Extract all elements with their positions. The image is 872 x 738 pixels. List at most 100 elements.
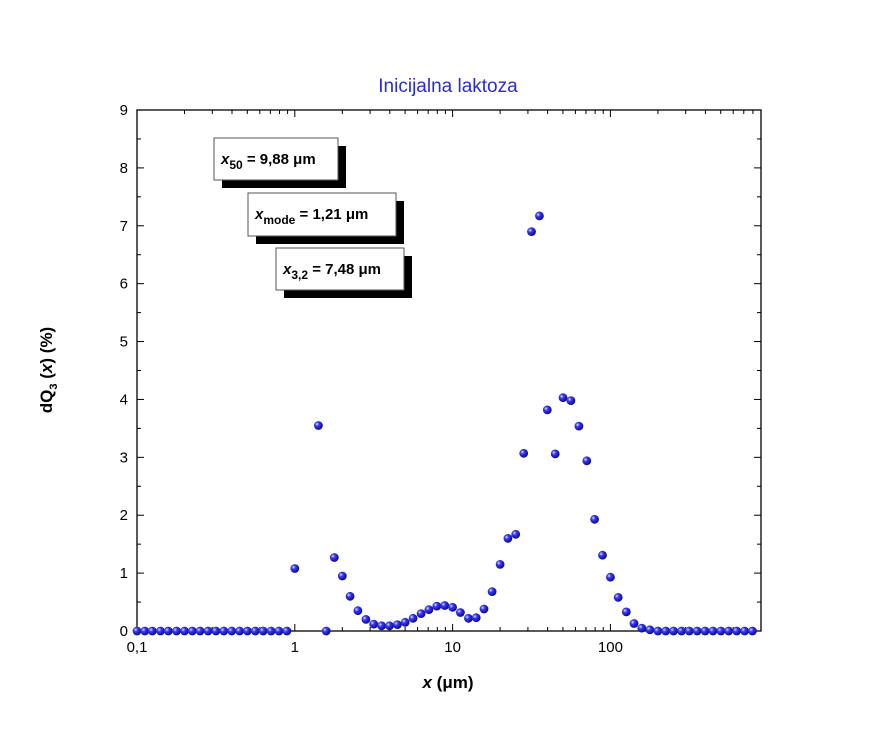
data-point [140, 626, 150, 636]
data-point [732, 626, 742, 636]
data-point [400, 617, 410, 627]
data-point [574, 421, 584, 431]
data-point [566, 396, 576, 405]
data-point [424, 605, 434, 614]
y-tick-label: 5 [120, 334, 128, 351]
data-point [724, 626, 734, 636]
data-point [408, 613, 418, 623]
data-point [416, 609, 426, 618]
data-point [219, 626, 229, 636]
chart-title: Inicijalna laktoza [378, 76, 518, 97]
data-point [535, 211, 544, 221]
y-tick-label: 8 [120, 160, 128, 177]
annotation-x50: x50 = 9,88 μm [213, 137, 346, 188]
data-point [180, 626, 189, 636]
data-point [527, 227, 536, 237]
data-point [519, 448, 529, 458]
data-point [235, 626, 245, 636]
data-point [172, 626, 181, 636]
data-point [195, 626, 205, 636]
data-point [590, 514, 599, 524]
data-point [377, 621, 386, 631]
data-point [345, 591, 355, 601]
data-point [661, 626, 671, 636]
data-point [147, 626, 157, 636]
x-axis-label: x (μm) [421, 673, 473, 692]
data-point [321, 626, 331, 636]
y-tick-label: 1 [120, 565, 128, 582]
data-point [677, 626, 686, 636]
annotation-x32: x3,2 = 7,48 μm [275, 247, 412, 298]
data-point [329, 553, 339, 562]
data-point [250, 626, 260, 636]
data-point [606, 572, 615, 582]
data-point [385, 621, 394, 631]
data-point [361, 615, 371, 624]
data-point [464, 613, 473, 623]
data-point [471, 613, 481, 623]
data-point [653, 626, 663, 636]
data-point [495, 560, 505, 569]
y-tick-label: 3 [120, 449, 128, 466]
x-tick-labels: 0,1 1 10 100 [127, 639, 623, 656]
data-point [613, 593, 623, 602]
data-point [132, 626, 142, 636]
data-point [156, 626, 165, 636]
data-point [582, 456, 592, 466]
data-point [211, 626, 221, 636]
data-point [432, 601, 442, 611]
data-point [629, 619, 639, 628]
data-point [203, 626, 213, 636]
data-point [440, 601, 450, 610]
data-point [337, 571, 347, 581]
y-tick-label: 6 [120, 276, 128, 293]
axis-ticks [136, 109, 762, 632]
data-point [266, 626, 276, 636]
data-point [448, 602, 457, 612]
y-tick-label: 4 [120, 391, 128, 408]
data-point [700, 626, 710, 636]
data-point [393, 620, 402, 629]
data-point [645, 625, 655, 635]
data-point [369, 619, 379, 629]
data-point [456, 608, 465, 617]
data-point [550, 449, 560, 459]
data-point [542, 405, 552, 415]
data-point [748, 626, 757, 636]
y-axis-label: dQ3 (x) (%) [37, 327, 60, 413]
data-point [511, 529, 521, 539]
data-point [637, 623, 647, 633]
y-tick-label: 7 [120, 218, 128, 235]
data-point [558, 393, 568, 403]
data-point [740, 626, 749, 636]
data-point [669, 626, 678, 636]
data-point [227, 626, 237, 636]
data-point [708, 626, 718, 636]
svg-text:x50 = 9,88 μm: x50 = 9,88 μm [220, 151, 316, 172]
y-tick-label: 9 [120, 102, 128, 119]
data-point [353, 606, 363, 616]
data-point [258, 626, 268, 636]
data-point [479, 604, 489, 614]
data-point [282, 626, 292, 636]
svg-text:x3,2 = 7,48 μm: x3,2 = 7,48 μm [282, 261, 381, 282]
data-point [692, 626, 702, 636]
data-point [503, 534, 513, 543]
data-point [621, 607, 631, 617]
data-point [314, 421, 323, 430]
data-point [684, 626, 694, 636]
data-point [163, 626, 173, 636]
data-point [716, 626, 726, 636]
data-points [132, 211, 757, 636]
x-tick-label: 0,1 [127, 639, 148, 656]
data-point [487, 587, 497, 596]
x-tick-label: 10 [444, 639, 461, 656]
data-point [290, 564, 300, 573]
x-tick-label: 100 [598, 639, 623, 656]
annotation-xmode: xmode = 1,21 μm [247, 192, 404, 244]
y-tick-label: 2 [120, 507, 128, 524]
y-tick-labels: 0 1 2 3 4 5 6 7 8 9 [120, 102, 128, 640]
x-tick-label: 1 [291, 639, 299, 656]
data-point [243, 626, 252, 636]
